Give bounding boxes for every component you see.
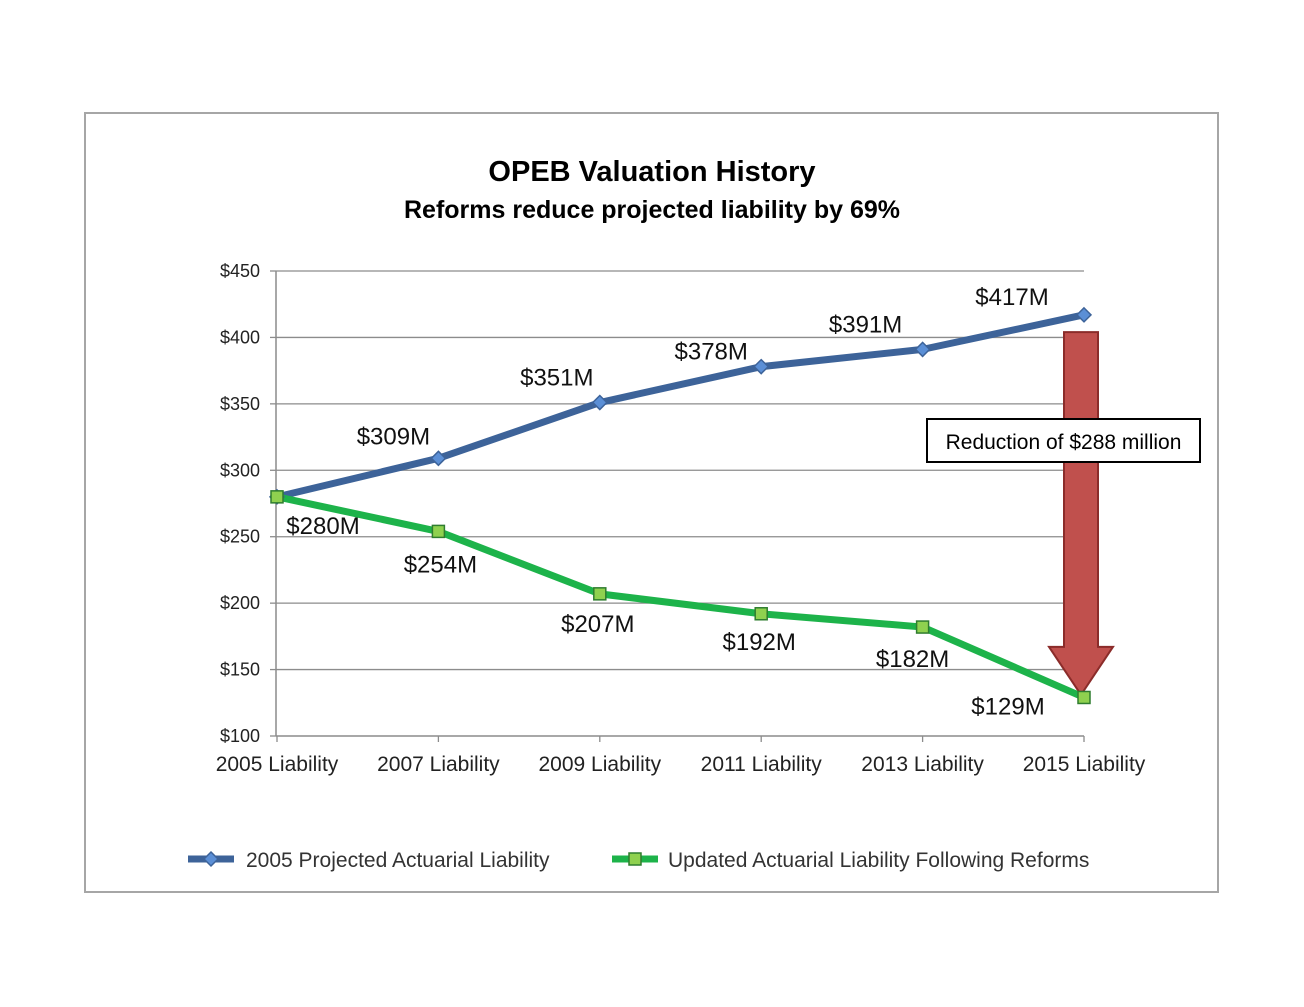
legend-label: Updated Actuarial Liability Following Re… <box>668 849 1089 872</box>
data-label: $391M <box>829 311 902 338</box>
data-label: $280M <box>286 513 359 540</box>
x-tick-label: 2015 Liability <box>1023 753 1146 776</box>
data-point <box>914 341 931 358</box>
data-label: $192M <box>723 629 796 656</box>
data-point <box>915 620 930 634</box>
data-label: $417M <box>975 284 1048 311</box>
data-point <box>1077 690 1091 705</box>
y-tick-label: $250 <box>220 527 260 547</box>
y-tick-label: $300 <box>220 460 260 480</box>
annotation-text: Reduction of $288 million <box>946 431 1182 454</box>
legend-label: 2005 Projected Actuarial Liability <box>246 849 550 872</box>
data-label: $378M <box>675 339 748 366</box>
x-tick-label: 2007 Liability <box>377 753 500 776</box>
data-point <box>1075 306 1093 323</box>
chart-subtitle: Reforms reduce projected liability by 69… <box>404 196 900 224</box>
data-point <box>431 524 446 539</box>
legend-marker <box>628 852 642 866</box>
data-label: $309M <box>357 423 430 450</box>
x-tick-label: 2011 Liability <box>701 753 823 776</box>
data-point <box>430 450 447 467</box>
y-tick-label: $400 <box>220 327 260 347</box>
series-line-1 <box>276 311 1085 501</box>
x-tick-label: 2005 Liability <box>216 753 339 776</box>
data-label: $129M <box>971 693 1044 720</box>
data-point <box>591 394 608 411</box>
data-label: $351M <box>520 365 593 392</box>
reduction-arrow <box>1047 331 1115 697</box>
annotation-box <box>926 418 1201 463</box>
legend-marker <box>202 850 220 868</box>
data-point <box>754 607 768 621</box>
series-line-2 <box>276 493 1086 701</box>
y-tick-label: $450 <box>220 261 260 281</box>
chart-title: OPEB Valuation History <box>488 156 816 188</box>
data-label: $207M <box>561 611 634 638</box>
data-label: $182M <box>876 646 949 673</box>
y-tick-label: $100 <box>220 726 260 746</box>
x-tick-label: 2013 Liability <box>861 753 984 776</box>
y-tick-label: $350 <box>220 394 260 414</box>
data-point <box>270 490 284 504</box>
y-tick-label: $200 <box>220 593 260 613</box>
x-tick-label: 2009 Liability <box>539 753 662 776</box>
data-point <box>593 587 607 601</box>
y-tick-label: $150 <box>220 660 260 680</box>
data-label: $254M <box>404 551 477 578</box>
data-point <box>753 358 770 375</box>
